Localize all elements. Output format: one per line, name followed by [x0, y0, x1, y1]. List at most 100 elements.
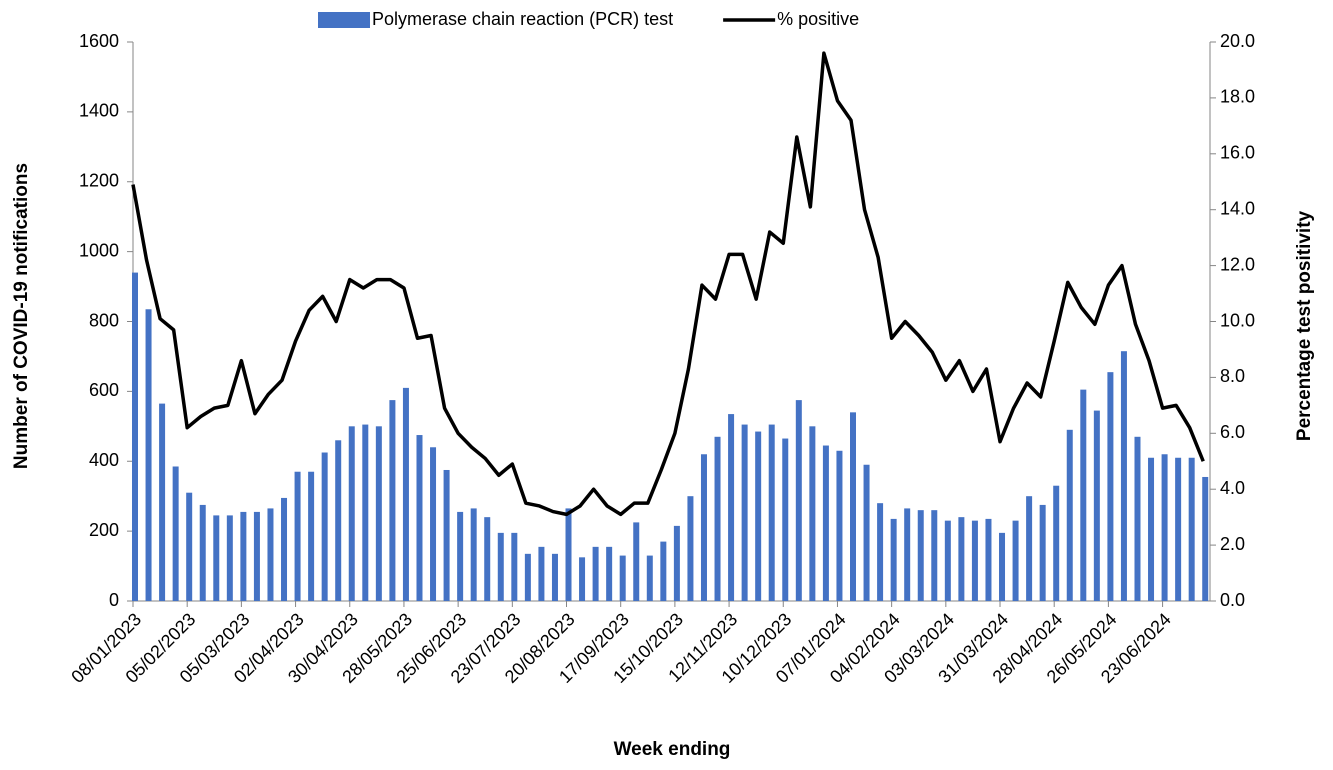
bar	[308, 471, 315, 601]
y-tick-label: 600	[89, 380, 119, 400]
y-tick-label: 1400	[79, 101, 119, 121]
bar	[375, 426, 382, 601]
bar	[728, 414, 735, 601]
bar	[592, 546, 599, 601]
bar	[443, 469, 450, 601]
bar	[809, 426, 816, 601]
bar	[1053, 485, 1060, 601]
bar	[1202, 476, 1209, 601]
bar	[348, 426, 355, 601]
y-tick-label: 0	[109, 590, 119, 610]
bar	[917, 510, 924, 601]
bar	[971, 520, 978, 601]
bar	[565, 508, 572, 601]
y-tick-label: 1600	[79, 31, 119, 51]
bar	[294, 471, 301, 601]
bar	[687, 496, 694, 601]
bar	[633, 522, 640, 601]
bar	[1134, 436, 1141, 601]
bar	[470, 508, 477, 601]
bar	[497, 532, 504, 601]
bar	[172, 466, 179, 601]
y-tick-label: 400	[89, 450, 119, 470]
bar	[538, 546, 545, 601]
bar	[213, 515, 220, 601]
bar	[551, 553, 558, 601]
legend-label: Polymerase chain reaction (PCR) test	[372, 9, 673, 29]
y2-tick-label: 12.0	[1220, 254, 1255, 274]
y-tick-label: 1200	[79, 171, 119, 191]
y2-axis-title: Percentage test positivity	[1294, 210, 1315, 441]
bar	[186, 492, 193, 601]
y2-tick-label: 16.0	[1220, 143, 1255, 163]
bar	[524, 553, 531, 601]
bar	[1012, 520, 1019, 601]
y2-tick-label: 8.0	[1220, 366, 1245, 386]
bar	[958, 517, 965, 601]
bar	[240, 511, 247, 601]
bar	[673, 525, 680, 601]
bar	[795, 400, 802, 601]
y2-tick-label: 18.0	[1220, 87, 1255, 107]
bar	[741, 424, 748, 601]
bar	[782, 438, 789, 601]
y-axis-title: Number of COVID-19 notifications	[11, 163, 32, 469]
bar	[850, 412, 856, 601]
bar	[1120, 351, 1127, 601]
bar	[836, 450, 843, 601]
bar	[1107, 372, 1114, 601]
bar	[159, 403, 166, 601]
bar	[1080, 389, 1087, 601]
bar	[714, 436, 721, 601]
y2-tick-label: 20.0	[1220, 31, 1255, 51]
bar	[145, 309, 152, 601]
y-tick-label: 1000	[79, 240, 119, 260]
bar	[199, 504, 206, 601]
bar	[999, 532, 1006, 601]
bar	[1039, 504, 1046, 601]
bar	[321, 452, 328, 601]
y-tick-label: 800	[89, 310, 119, 330]
bar	[606, 546, 613, 601]
legend-swatch	[318, 12, 370, 28]
bar	[1148, 457, 1155, 601]
bar	[335, 440, 342, 601]
bar	[755, 431, 762, 601]
line	[131, 51, 1205, 517]
bar	[985, 518, 992, 601]
bar	[430, 447, 437, 601]
bar	[1175, 457, 1182, 601]
bar	[619, 555, 626, 601]
bar	[402, 387, 409, 601]
bar	[281, 497, 288, 601]
bar	[511, 532, 518, 601]
bar	[484, 517, 491, 601]
bar	[944, 520, 951, 601]
y2-tick-label: 10.0	[1220, 310, 1255, 330]
y2-tick-label: 6.0	[1220, 422, 1245, 442]
x-axis-title: Week ending	[614, 739, 731, 760]
bar	[1026, 496, 1033, 601]
y2-tick-label: 4.0	[1220, 478, 1245, 498]
bar	[457, 511, 464, 601]
y2-tick-label: 0.0	[1220, 590, 1245, 610]
bar	[904, 508, 911, 601]
y-tick-label: 200	[89, 520, 119, 540]
y2-tick-label: 14.0	[1220, 198, 1255, 218]
y2-tick-label: 2.0	[1220, 534, 1245, 554]
bar	[822, 445, 829, 601]
legend-label: % positive	[777, 9, 859, 29]
bar	[863, 464, 870, 601]
bar	[267, 508, 274, 601]
bar	[890, 518, 897, 601]
bar	[253, 511, 260, 601]
bar	[660, 541, 667, 601]
bar	[416, 435, 423, 601]
bar	[389, 400, 396, 601]
bar	[700, 454, 707, 601]
bar	[1093, 410, 1100, 601]
bar	[579, 557, 586, 601]
bar	[1066, 429, 1073, 601]
bar	[768, 424, 775, 601]
